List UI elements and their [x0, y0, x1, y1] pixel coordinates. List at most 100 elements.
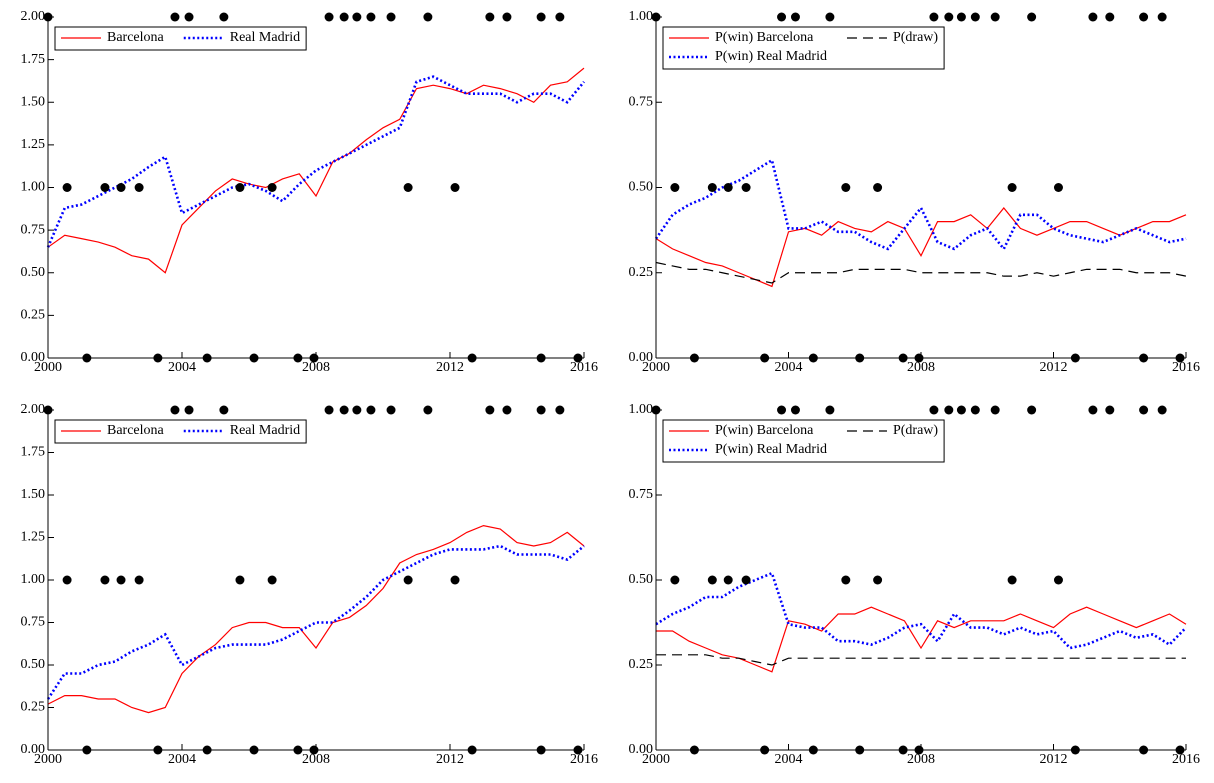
x-tick-label: 2016 [1172, 360, 1200, 375]
outcome-marker [873, 183, 883, 192]
y-tick-label: 1.75 [21, 445, 46, 460]
panel: 0.00 0.25 0.50 0.75 1.00 1.25 1.50 1.75 2.00 2000… [21, 9, 599, 375]
outcome-marker [956, 405, 966, 415]
outcome-marker [723, 575, 733, 585]
y-tick-label: 0.25 [21, 308, 46, 323]
outcome-marker [555, 405, 565, 415]
series-line [656, 654, 1186, 666]
outcome-marker [1007, 183, 1017, 192]
outcome-marker [403, 575, 413, 585]
outcome-marker [777, 405, 787, 415]
outcome-marker [219, 12, 229, 22]
x-tick-label: 2008 [907, 752, 935, 767]
outcome-marker [267, 183, 277, 192]
outcome-marker [386, 405, 396, 415]
outcome-marker [170, 405, 180, 415]
outcome-marker [170, 12, 180, 22]
legend-label: P(win) Real Madrid [715, 49, 827, 64]
y-tick-label: 0.25 [629, 265, 654, 280]
outcome-marker [555, 12, 565, 22]
outcome-marker [100, 183, 110, 192]
outcome-marker [956, 12, 966, 22]
outcome-marker [1027, 12, 1037, 22]
legend-label: P(win) Real Madrid [715, 442, 827, 457]
x-tick-label: 2004 [775, 752, 803, 767]
outcome-marker [1088, 12, 1098, 22]
outcome-marker [352, 12, 362, 22]
outcome-marker [134, 183, 144, 192]
outcome-marker [825, 12, 835, 22]
series-line [47, 524, 585, 714]
legend-label: Barcelona [107, 30, 165, 45]
y-tick-label: 2.00 [21, 9, 46, 24]
x-tick-label: 2004 [775, 360, 803, 375]
outcome-marker [1007, 575, 1017, 585]
y-tick-label: 0.50 [629, 572, 654, 587]
y-tick-label: 1.25 [21, 137, 46, 152]
x-tick-label: 2000 [642, 752, 670, 767]
outcome-marker [536, 12, 546, 22]
series-line [47, 67, 585, 274]
y-tick-label: 1.00 [21, 572, 46, 587]
outcome-marker [366, 405, 376, 415]
panel: 0.00 0.25 0.50 0.75 1.00 2000 2004 2008 2012 2016… [629, 402, 1201, 767]
x-tick-label: 2004 [168, 360, 196, 375]
y-tick-label: 0.00 [21, 350, 46, 365]
x-tick-label: 2016 [1172, 752, 1200, 767]
outcome-marker [324, 12, 334, 22]
outcome-marker [929, 12, 939, 22]
x-tick-label: 2000 [34, 360, 62, 375]
series-line [656, 606, 1187, 673]
y-tick-label: 0.00 [629, 742, 654, 757]
outcome-marker [324, 405, 334, 415]
y-tick-label: 1.50 [21, 94, 46, 109]
legend: P(win) Barcelona P(win) Real Madrid P(draw… [662, 26, 945, 70]
y-tick-label: 1.00 [21, 180, 46, 195]
series-line [655, 571, 1187, 650]
legend-label: P(draw) [893, 423, 938, 438]
outcome-marker [825, 405, 835, 415]
x-tick-label: 2008 [302, 360, 330, 375]
outcome-marker [485, 12, 495, 22]
outcome-marker [1157, 12, 1167, 22]
outcome-marker [485, 405, 495, 415]
y-tick-label: 1.00 [629, 402, 654, 417]
outcome-marker [339, 12, 349, 22]
y-tick-label: 0.00 [629, 350, 654, 365]
y-tick-label: 1.75 [21, 52, 46, 67]
outcome-marker [352, 405, 362, 415]
y-tick-label: 0.50 [21, 657, 46, 672]
outcome-marker [423, 405, 433, 415]
x-tick-label: 2012 [436, 360, 464, 375]
outcome-marker [723, 183, 733, 192]
outcome-marker [116, 575, 126, 585]
outcome-marker [929, 405, 939, 415]
y-tick-label: 0.75 [21, 615, 46, 630]
outcome-marker [990, 405, 1000, 415]
outcome-marker [184, 12, 194, 22]
x-tick-label: 2012 [436, 752, 464, 767]
y-tick-label: 2.00 [21, 402, 46, 417]
outcome-marker [841, 575, 851, 585]
outcome-marker [1139, 405, 1149, 415]
x-tick-label: 2016 [570, 752, 598, 767]
y-tick-label: 1.50 [21, 487, 46, 502]
outcome-marker [339, 405, 349, 415]
panel: 0.00 0.25 0.50 0.75 1.00 1.25 1.50 1.75 2.00 2000… [21, 402, 599, 767]
outcome-marker [62, 183, 72, 192]
legend: P(win) Barcelona P(win) Real Madrid P(draw… [662, 419, 945, 463]
outcome-marker [219, 405, 229, 415]
outcome-marker [450, 183, 460, 192]
x-tick-label: 2004 [168, 752, 196, 767]
outcome-marker [403, 183, 413, 192]
y-tick-label: 0.75 [629, 487, 654, 502]
outcome-marker [707, 575, 717, 585]
outcome-marker [134, 575, 144, 585]
series-line [655, 261, 1187, 284]
outcome-marker [790, 12, 800, 22]
x-tick-label: 2008 [302, 752, 330, 767]
outcome-marker [873, 575, 883, 585]
legend-label: P(win) Barcelona [715, 30, 814, 45]
legend-label: Real Madrid [230, 423, 300, 438]
outcome-marker [502, 405, 512, 415]
